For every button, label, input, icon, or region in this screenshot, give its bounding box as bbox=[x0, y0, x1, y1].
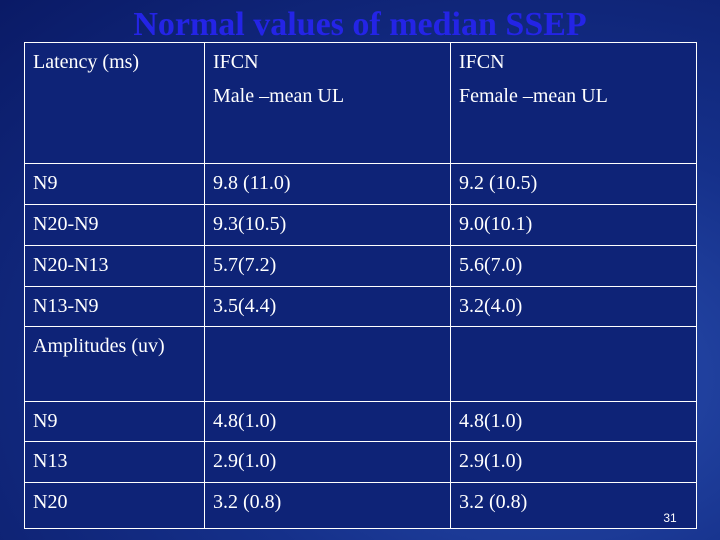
table-cell: 2.9(1.0) bbox=[204, 441, 451, 483]
cell-text: Amplitudes (uv) bbox=[33, 335, 165, 357]
table-row: N9 9.8 (11.0) 9.2 (10.5) bbox=[24, 163, 697, 205]
table-cell: N13-N9 bbox=[24, 286, 205, 327]
table-cell: 2.9(1.0) bbox=[450, 441, 697, 483]
table-cell bbox=[204, 326, 451, 402]
table-cell: 3.2 (0.8) bbox=[450, 482, 697, 529]
table-row: N13-N9 3.5(4.4) 3.2(4.0) bbox=[24, 286, 697, 327]
table-cell: 3.2(4.0) bbox=[450, 286, 697, 327]
cell-text: N13-N9 bbox=[33, 295, 99, 317]
table-cell: 3.2 (0.8) bbox=[204, 482, 451, 529]
table-row: Amplitudes (uv) bbox=[24, 326, 697, 402]
header-row: Latency (ms) IFCN Male –mean UL IFCN Female … bbox=[24, 42, 697, 164]
table-cell: N13 bbox=[24, 441, 205, 483]
header-cell: IFCN Female –mean UL bbox=[450, 42, 697, 164]
slide-number: 31 bbox=[663, 511, 677, 525]
cell-text: 3.2 (0.8) bbox=[459, 491, 528, 513]
table-cell: N20 bbox=[24, 482, 205, 529]
header-cell: IFCN Male –mean UL bbox=[204, 42, 451, 164]
cell-text: 3.5(4.4) bbox=[213, 295, 277, 317]
table-row: N20-N13 5.7(7.2) 5.6(7.0) bbox=[24, 245, 697, 287]
cell-text: N20-N9 bbox=[33, 213, 99, 235]
table-cell: 5.7(7.2) bbox=[204, 245, 451, 287]
table-row: N9 4.8(1.0) 4.8(1.0) bbox=[24, 401, 697, 442]
table-cell: 9.3(10.5) bbox=[204, 204, 451, 246]
cell-text: N9 bbox=[33, 410, 58, 432]
header-text: Male –mean UL bbox=[213, 85, 345, 107]
table-cell: N9 bbox=[24, 163, 205, 205]
cell-text: 9.3(10.5) bbox=[213, 213, 287, 235]
table-cell: N20-N13 bbox=[24, 245, 205, 287]
cell-text: 9.2 (10.5) bbox=[459, 172, 538, 194]
cell-text: 9.8 (11.0) bbox=[213, 172, 291, 194]
cell-text: 3.2(4.0) bbox=[459, 295, 523, 317]
header-text: Female –mean UL bbox=[459, 85, 608, 107]
table-cell: 5.6(7.0) bbox=[450, 245, 697, 287]
cell-text: N13 bbox=[33, 450, 68, 472]
table-cell: 3.5(4.4) bbox=[204, 286, 451, 327]
slide-title: Normal values of median SSEP bbox=[133, 6, 587, 43]
table-cell: N20-N9 bbox=[24, 204, 205, 246]
cell-text: 3.2 (0.8) bbox=[213, 491, 282, 513]
cell-text: N9 bbox=[33, 172, 58, 194]
cell-text: 2.9(1.0) bbox=[213, 450, 277, 472]
table-row: N20-N9 9.3(10.5) 9.0(10.1) bbox=[24, 204, 697, 246]
cell-text: N20 bbox=[33, 491, 68, 513]
table-cell: Amplitudes (uv) bbox=[24, 326, 205, 402]
header-text: IFCN bbox=[213, 51, 259, 73]
table-cell: 4.8(1.0) bbox=[450, 401, 697, 442]
data-table: Latency (ms) IFCN Male –mean UL IFCN Female … bbox=[24, 42, 697, 529]
cell-text: 9.0(10.1) bbox=[459, 213, 533, 235]
cell-text: 4.8(1.0) bbox=[459, 410, 523, 432]
cell-text: N20-N13 bbox=[33, 254, 109, 276]
table-cell: 9.8 (11.0) bbox=[204, 163, 451, 205]
header-text: IFCN bbox=[459, 51, 505, 73]
table-cell: 4.8(1.0) bbox=[204, 401, 451, 442]
table-cell: N9 bbox=[24, 401, 205, 442]
table-cell: 9.2 (10.5) bbox=[450, 163, 697, 205]
cell-text: 4.8(1.0) bbox=[213, 410, 277, 432]
header-cell: Latency (ms) bbox=[24, 42, 205, 164]
cell-text: 5.7(7.2) bbox=[213, 254, 277, 276]
cell-text: 5.6(7.0) bbox=[459, 254, 523, 276]
table-cell: 9.0(10.1) bbox=[450, 204, 697, 246]
header-text: Latency (ms) bbox=[33, 51, 140, 73]
table-row: N13 2.9(1.0) 2.9(1.0) bbox=[24, 441, 697, 483]
table-cell bbox=[450, 326, 697, 402]
cell-text: 2.9(1.0) bbox=[459, 450, 523, 472]
table-row: N20 3.2 (0.8) 3.2 (0.8) bbox=[24, 482, 697, 529]
